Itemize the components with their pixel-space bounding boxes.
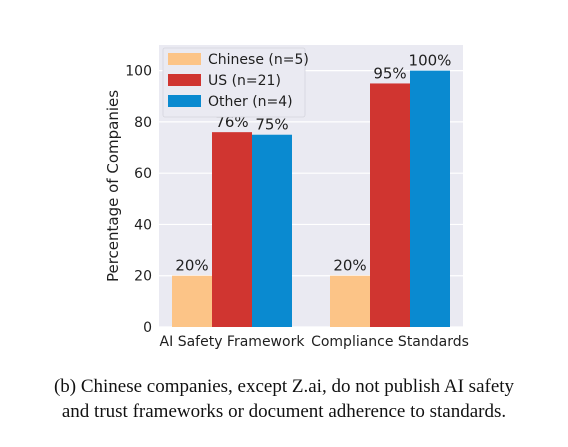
figure-caption: (b) Chinese companies, except Z.ai, do n… [0,374,568,424]
y-axis-ticks: 0 20 40 60 80 100 [125,64,152,336]
bar-value-label: 100% [409,52,452,70]
y-tick-label: 60 [134,166,152,182]
y-tick-label: 0 [143,320,152,336]
y-axis-label: Percentage of Companies [104,90,122,282]
bar-value-labels: 20% 20% 76% 95% 75% 100% [175,52,451,275]
x-tick-label: Compliance Standards [311,334,469,350]
legend-swatch [168,53,201,65]
bar [172,275,212,327]
bar [330,275,370,327]
y-tick-label: 100 [125,64,152,80]
legend-swatch [168,74,201,86]
bars [172,70,450,328]
caption-line-2: and trust frameworks or document adheren… [61,401,507,422]
bar [410,70,450,328]
legend-label: Chinese (n=5) [208,52,309,68]
y-tick-label: 20 [134,269,152,285]
legend-swatch [168,95,201,107]
bar-value-label: 76% [215,113,248,131]
bar-value-label: 95% [373,64,406,82]
y-tick-label: 40 [134,217,152,233]
legend-label: US (n=21) [208,73,281,89]
legend-label: Other (n=4) [208,94,293,110]
caption-line-1: (b) Chinese companies, except Z.ai, do n… [53,376,515,397]
bar [252,134,292,327]
bar-chart: 20% 20% 76% 95% 75% 100% 0 20 40 60 80 100 AI Safe… [104,45,469,350]
x-axis-ticks: AI Safety Framework Compliance Standards [160,334,469,350]
legend: Chinese (n=5) US (n=21) Other (n=4) [162,47,309,118]
bar [370,83,410,327]
y-tick-label: 80 [134,115,152,131]
bar-value-label: 20% [333,257,366,275]
bar [212,132,252,327]
bar-value-label: 20% [175,257,208,275]
bar-value-label: 75% [255,116,288,134]
x-tick-label: AI Safety Framework [160,334,306,350]
